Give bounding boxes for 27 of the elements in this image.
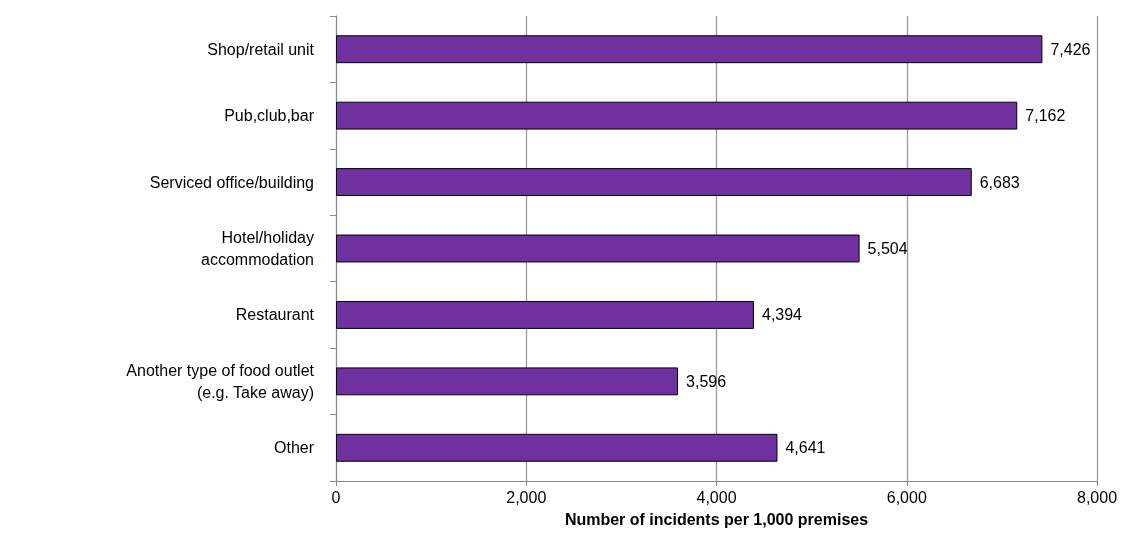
bar <box>336 367 679 396</box>
data-label: 7,162 <box>1025 107 1066 125</box>
data-label: 7,426 <box>1050 40 1091 58</box>
x-tick-label: 8,000 <box>1076 488 1118 506</box>
x-tick-label: 4,000 <box>696 488 737 506</box>
x-axis-title: Number of incidents per 1,000 premises <box>564 510 869 528</box>
bar <box>336 35 1043 64</box>
x-tick-label: 6,000 <box>886 488 927 506</box>
data-label: 6,683 <box>979 173 1020 191</box>
bar <box>336 433 778 462</box>
y-tick-label: Restaurant <box>235 306 315 324</box>
bar <box>336 168 972 197</box>
y-tick-label: Other <box>273 439 315 457</box>
y-tick-label: Hotel/holiday accommodation <box>201 229 314 268</box>
data-label: 4,641 <box>785 439 826 457</box>
data-label: 3,596 <box>686 372 727 390</box>
bar <box>336 300 754 329</box>
y-tick-label: Another type of food outlet (e.g. Take away) <box>126 361 315 401</box>
data-label: 5,504 <box>867 240 908 257</box>
x-tick-label: 0 <box>331 488 341 506</box>
bar <box>336 101 1018 130</box>
y-tick-label: Shop/retail unit <box>207 40 315 58</box>
y-tick-label: Serviced office/building <box>149 173 314 191</box>
x-tick-label: 2,000 <box>506 488 547 506</box>
y-tick-label: Pub,club,bar <box>224 107 315 125</box>
data-label: 4,394 <box>761 306 803 324</box>
bar <box>336 234 860 263</box>
